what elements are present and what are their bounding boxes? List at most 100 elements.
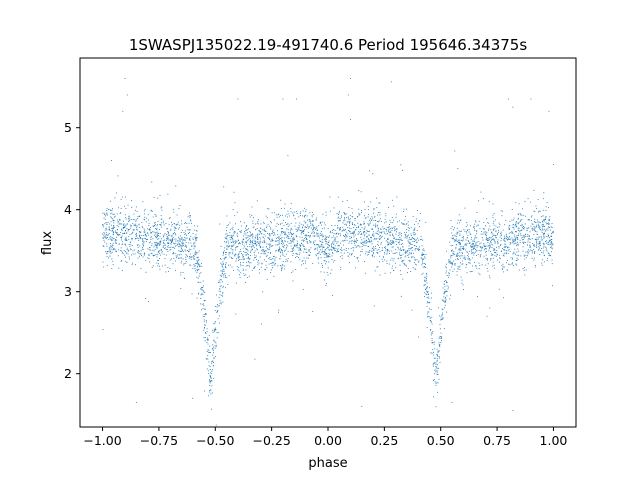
data-point xyxy=(410,247,412,249)
data-point xyxy=(522,241,524,243)
data-point xyxy=(191,245,192,247)
data-point xyxy=(404,264,406,266)
data-point xyxy=(124,205,125,207)
data-point xyxy=(514,224,516,226)
data-point xyxy=(426,291,428,293)
data-point xyxy=(531,223,533,225)
data-point xyxy=(249,262,251,264)
data-point xyxy=(387,249,389,251)
data-point xyxy=(124,226,126,228)
data-point xyxy=(281,243,282,245)
data-point xyxy=(132,232,134,234)
data-point xyxy=(537,249,539,251)
data-point xyxy=(211,360,213,362)
data-point xyxy=(182,258,184,260)
data-point xyxy=(179,224,181,226)
data-point xyxy=(386,227,388,228)
data-point xyxy=(327,267,329,269)
data-point xyxy=(257,241,259,243)
data-point xyxy=(459,231,461,233)
data-point xyxy=(245,232,247,234)
data-point xyxy=(444,291,446,293)
data-point xyxy=(254,237,256,239)
data-point xyxy=(284,203,286,205)
data-point xyxy=(119,218,121,220)
data-point xyxy=(197,225,199,227)
data-point xyxy=(528,227,530,229)
data-point xyxy=(247,235,249,237)
data-point xyxy=(391,217,393,218)
data-point xyxy=(359,224,361,226)
data-point xyxy=(552,243,554,245)
data-point xyxy=(258,244,260,246)
data-point xyxy=(379,274,381,276)
data-point xyxy=(312,225,314,227)
data-point xyxy=(485,234,487,236)
data-point xyxy=(113,248,115,250)
data-point xyxy=(111,217,113,219)
data-point xyxy=(375,248,377,249)
data-point xyxy=(115,192,117,194)
data-point xyxy=(251,248,253,250)
data-point xyxy=(467,258,469,260)
data-point xyxy=(348,222,350,224)
data-point xyxy=(529,235,530,237)
data-point xyxy=(364,231,366,233)
data-point xyxy=(459,239,461,241)
data-point xyxy=(157,238,159,240)
data-point xyxy=(452,238,454,240)
data-point xyxy=(123,227,125,229)
data-point xyxy=(453,268,455,270)
data-point xyxy=(209,369,211,370)
data-point xyxy=(104,218,106,220)
data-point xyxy=(543,237,545,239)
data-point xyxy=(533,227,535,229)
data-point xyxy=(345,250,347,251)
data-point xyxy=(121,241,123,243)
data-point xyxy=(124,214,126,216)
data-point xyxy=(493,220,495,222)
data-point xyxy=(156,245,158,247)
data-point xyxy=(410,253,412,255)
data-point xyxy=(469,233,471,235)
data-point xyxy=(265,264,267,266)
data-point xyxy=(181,247,183,249)
data-point xyxy=(322,245,324,247)
data-point xyxy=(295,235,297,237)
data-point xyxy=(533,257,535,259)
data-point xyxy=(515,264,517,266)
data-point xyxy=(507,239,508,241)
data-point xyxy=(245,242,247,244)
data-point xyxy=(294,244,296,246)
data-point xyxy=(550,235,552,237)
data-point xyxy=(488,201,490,203)
data-point xyxy=(340,233,341,235)
data-point xyxy=(331,269,333,271)
data-point xyxy=(429,317,431,319)
data-point xyxy=(387,233,388,235)
data-point xyxy=(531,250,533,252)
data-point xyxy=(130,241,132,243)
data-point xyxy=(410,235,412,236)
data-point xyxy=(386,260,388,262)
data-point xyxy=(444,300,446,302)
data-point xyxy=(442,309,444,310)
data-point xyxy=(379,218,381,220)
data-point xyxy=(224,273,226,275)
data-point xyxy=(475,245,477,247)
data-point xyxy=(397,246,399,248)
data-point xyxy=(333,237,335,239)
data-point xyxy=(414,234,416,236)
data-point xyxy=(193,255,195,257)
data-point xyxy=(281,232,283,234)
data-point xyxy=(433,362,435,364)
data-point xyxy=(388,206,389,208)
data-point xyxy=(477,245,479,247)
data-point xyxy=(388,231,389,233)
data-point xyxy=(117,255,119,257)
data-point xyxy=(277,240,279,241)
data-point xyxy=(198,260,199,262)
data-point xyxy=(310,227,312,229)
data-point xyxy=(449,269,451,271)
data-point xyxy=(441,308,443,310)
